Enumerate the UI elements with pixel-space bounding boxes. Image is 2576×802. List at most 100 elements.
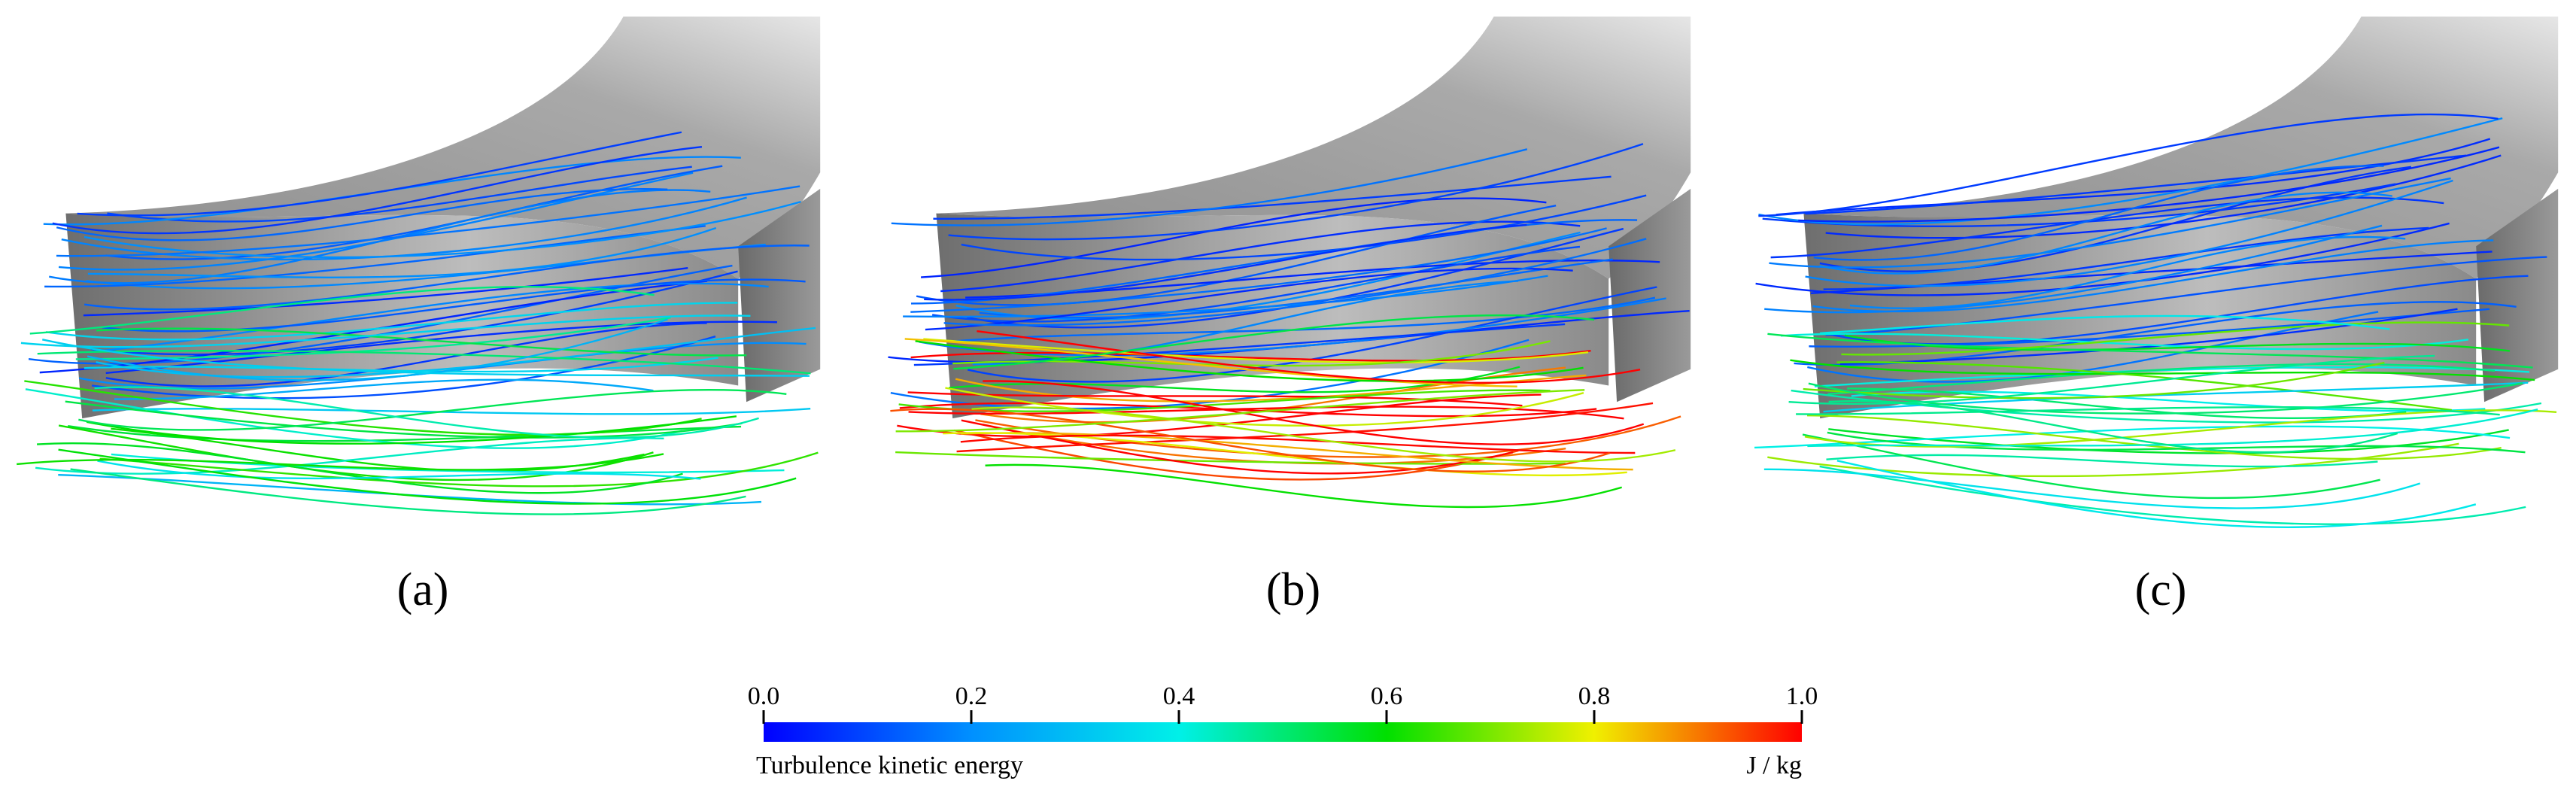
streamline	[70, 468, 746, 515]
streamline	[1812, 239, 2494, 313]
panel-label: (a)	[397, 564, 449, 615]
panel-label: (c)	[2135, 564, 2187, 615]
streamline	[84, 357, 718, 373]
streamline	[1825, 256, 2547, 336]
colorbar-tick-label: 0.0	[748, 682, 780, 710]
streamline	[78, 388, 787, 431]
streamline	[903, 275, 1548, 318]
streamline	[84, 245, 810, 311]
streamline	[1827, 431, 2526, 454]
streamline	[910, 227, 1607, 313]
streamline	[94, 386, 759, 439]
panel-label: (b)	[1266, 564, 1320, 615]
streamline	[1809, 308, 2490, 348]
streamline	[1805, 179, 2453, 287]
streamline	[1826, 454, 2378, 468]
colorbar-gradient	[764, 722, 1802, 742]
streamline	[960, 434, 1636, 454]
streamline	[20, 314, 751, 348]
streamline	[983, 380, 1645, 445]
streamline	[87, 318, 668, 381]
streamline	[1836, 361, 2452, 412]
streamline	[45, 302, 738, 341]
streamline	[65, 400, 743, 439]
streamline	[1819, 166, 2412, 272]
streamline	[916, 205, 1557, 306]
streamline	[24, 380, 702, 436]
streamline	[1767, 442, 2459, 478]
streamline	[1849, 235, 2406, 309]
colorbar-tick-label: 0.2	[955, 682, 988, 710]
streamline	[68, 425, 742, 442]
streamline	[1807, 311, 2379, 383]
streamline	[35, 437, 664, 475]
streamline	[975, 415, 1681, 458]
streamline	[1755, 222, 2450, 296]
colorbar-unit: J / kg	[1746, 752, 1802, 779]
streamline	[899, 402, 1597, 418]
streamline	[891, 148, 1528, 226]
streamline	[1825, 154, 2502, 239]
streamline	[52, 146, 703, 235]
streamline	[90, 270, 738, 356]
streamline	[1828, 428, 2509, 454]
streamline	[99, 451, 819, 488]
streamline	[953, 314, 1595, 370]
streamline	[97, 460, 701, 480]
panel	[17, 17, 821, 515]
streamline	[961, 194, 1647, 261]
streamline	[977, 330, 1641, 384]
streamline	[1836, 460, 2477, 528]
streamline	[1844, 334, 2511, 352]
blade-top	[1803, 17, 2559, 279]
streamline	[933, 175, 1612, 220]
streamline	[904, 338, 1517, 387]
colorbar-title: Turbulence kinetic energy	[756, 752, 1023, 779]
streamline	[96, 327, 747, 357]
streamline	[1807, 414, 2502, 460]
streamline	[923, 338, 1589, 364]
streamline	[105, 322, 707, 387]
streamline	[44, 225, 706, 288]
streamline	[105, 320, 777, 375]
streamline	[83, 266, 688, 317]
blade-right	[738, 188, 821, 403]
streamline	[29, 285, 655, 335]
streamline	[953, 429, 1519, 481]
streamline	[945, 387, 1584, 427]
streamline	[925, 267, 1573, 331]
streamline	[1823, 381, 2529, 413]
streamline	[114, 378, 654, 400]
streamline	[907, 391, 1523, 407]
streamline	[890, 408, 1611, 472]
streamline	[1802, 433, 2380, 500]
streamline	[37, 350, 811, 375]
streamline	[1805, 154, 2467, 215]
streamline	[96, 327, 816, 378]
blade-right	[1608, 188, 1691, 403]
streamline	[1841, 321, 2510, 356]
streamline	[85, 282, 769, 354]
blade-top	[65, 17, 821, 279]
streamline	[58, 448, 797, 505]
colorbar-tick-label: 0.8	[1578, 682, 1611, 710]
streamline	[1790, 359, 2535, 381]
streamline	[102, 278, 806, 333]
panels	[17, 17, 2559, 528]
colorbar-tick-label: 1.0	[1786, 682, 1818, 710]
streamline	[1803, 361, 2385, 399]
streamline	[17, 453, 664, 471]
streamline	[107, 166, 692, 223]
streamline	[42, 339, 810, 377]
streamline	[84, 200, 801, 259]
streamline	[87, 226, 717, 278]
streamline	[895, 451, 1566, 465]
streamline	[91, 336, 716, 399]
colorbar: Turbulence kinetic energy J / kg 0.0 0.2 0…	[748, 682, 1818, 779]
streamline	[924, 223, 1527, 301]
streamline	[971, 406, 1676, 463]
streamline	[1819, 465, 2526, 525]
streamline	[1827, 363, 2496, 396]
